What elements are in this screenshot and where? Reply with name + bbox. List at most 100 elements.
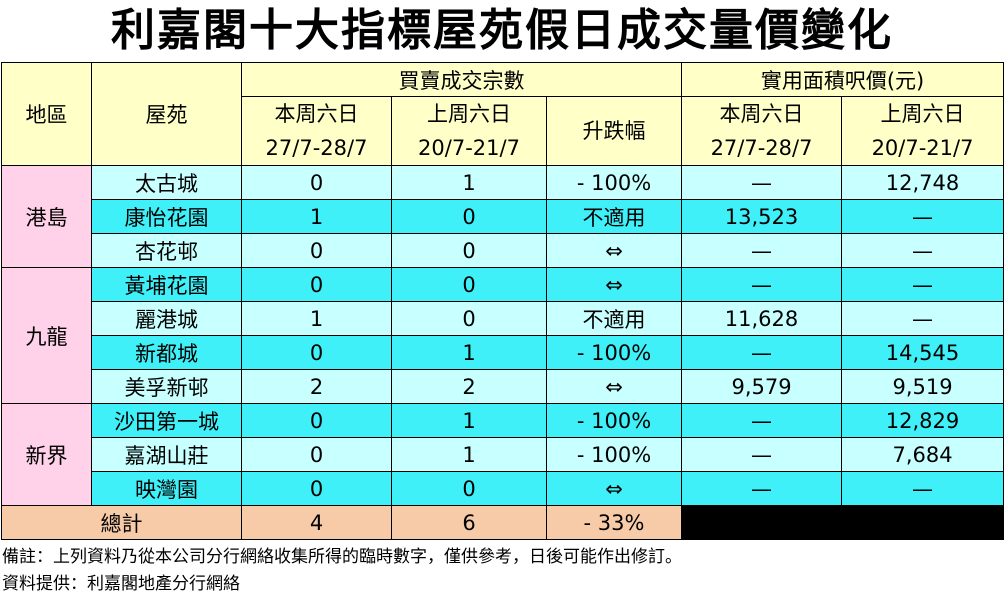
header-dates: 27/7-28/7	[710, 136, 813, 160]
data-row: 九龍 黃埔花園 0 0 ⇔ — —	[1, 267, 1004, 404]
value-cell: 不適用	[545, 301, 683, 336]
value-cell: 0	[391, 471, 547, 506]
header-cell: 升跌幅	[545, 96, 683, 166]
value-cell: 2	[391, 369, 547, 404]
value-cell: 9,579	[681, 369, 843, 404]
data-row: 美孚新邨 2 2 ⇔ 9,579 9,519	[2, 369, 1004, 404]
data-row: 映灣園 0 0 ⇔ — —	[2, 471, 1004, 506]
estate-cell: 黃埔花園	[91, 267, 242, 302]
value-cell: 0	[241, 233, 392, 268]
value-cell: 0	[241, 403, 392, 438]
region-cell: 新界	[1, 403, 92, 506]
header-cell: 本周六日 27/7-28/7	[681, 96, 843, 166]
table: 地區 屋苑 買賣成交宗數 實用面積呎價(元) 本周六日 27/7-28/7 上周六日 20/7…	[1, 62, 1004, 540]
value-cell: —	[681, 165, 843, 200]
note-line: 資料提供：利嘉閣地產分行網絡	[2, 574, 240, 594]
value-cell: 9,519	[841, 369, 1004, 404]
estate-cell: 美孚新邨	[91, 369, 242, 404]
estate-cell: 太古城	[91, 165, 242, 200]
value-cell: —	[841, 301, 1004, 336]
value-cell: 1	[241, 199, 392, 234]
value-cell: —	[681, 471, 843, 506]
value-cell: - 100%	[545, 437, 683, 472]
value-cell: 0	[391, 267, 547, 302]
data-row: 港島 太古城 0 1- 100% —12,748	[1, 165, 1004, 268]
total-value: - 33%	[545, 505, 683, 540]
value-cell: 1	[391, 165, 547, 200]
region-cell: 九龍	[1, 267, 92, 404]
value-cell: 11,628	[681, 301, 843, 336]
value-cell: —	[841, 199, 1004, 234]
header-row: 本周六日 27/7-28/7 上周六日 20/7-21/7 升跌幅 本周六日 27/7-28…	[2, 96, 1004, 166]
value-cell: 0	[391, 301, 547, 336]
header-label: 升跌幅	[582, 119, 646, 143]
header-label: 上周六日	[427, 102, 511, 126]
region-cell: 港島	[1, 165, 92, 268]
total-value: 6	[391, 505, 547, 540]
estate-cell: 映灣園	[91, 471, 242, 506]
value-cell: —	[841, 233, 1004, 268]
value-cell: - 100%	[545, 165, 683, 200]
value-cell: 1	[391, 403, 547, 438]
total-label: 總計	[1, 505, 242, 540]
header-label: 本周六日	[719, 102, 804, 126]
value-cell: 0	[241, 165, 392, 200]
header-label: 本周六日	[274, 102, 359, 126]
value-cell: 2	[241, 369, 392, 404]
value-cell: 12,829	[841, 403, 1004, 438]
notes: 備註：上列資料乃從本公司分行網絡收集所得的臨時數字，僅供參考，日後可能作出修訂。…	[0, 544, 1004, 598]
value-cell: 0	[241, 267, 392, 302]
header-cell: 屋苑	[91, 62, 242, 166]
value-cell: - 100%	[545, 335, 683, 370]
data-row: 新界 沙田第一城 0 1- 100% —12,829	[1, 403, 1004, 506]
header-dates: 27/7-28/7	[265, 136, 368, 160]
blank-cell	[681, 505, 1004, 540]
value-cell: —	[681, 403, 843, 438]
value-cell: 不適用	[545, 199, 683, 234]
header-cell: 上周六日 20/7-21/7	[391, 96, 547, 166]
total-value: 4	[241, 505, 392, 540]
data-row: 新都城 0 1- 100% —14,545	[2, 335, 1004, 370]
header-dates: 20/7-21/7	[418, 136, 520, 160]
value-cell: 0	[391, 233, 547, 268]
value-cell: 13,523	[681, 199, 843, 234]
value-cell: 0	[391, 199, 547, 234]
value-cell: —	[841, 471, 1004, 506]
data-row: 嘉湖山莊 0 1- 100% —7,684	[2, 437, 1004, 472]
value-cell: —	[841, 267, 1004, 302]
value-cell: —	[681, 267, 843, 302]
title: 利嘉閣十大指標屋苑假日成交量價變化	[111, 5, 893, 56]
value-cell: 7,684	[841, 437, 1004, 472]
value-cell: ⇔	[545, 267, 683, 302]
value-cell: ⇔	[545, 233, 683, 268]
estate-cell: 杏花邨	[91, 233, 242, 268]
estate-cell: 嘉湖山莊	[91, 437, 242, 472]
header-cell: 實用面積呎價(元)	[681, 62, 1004, 97]
value-cell: 0	[241, 471, 392, 506]
header-label: 上周六日	[880, 102, 965, 126]
value-cell: 1	[241, 301, 392, 336]
value-cell: ⇔	[545, 369, 683, 404]
value-cell: 12,748	[841, 165, 1004, 200]
header-cell: 上周六日 20/7-21/7	[841, 96, 1004, 166]
estate-cell: 康怡花園	[91, 199, 242, 234]
value-cell: 14,545	[841, 335, 1004, 370]
data-row: 康怡花園 1 0 不適用 13,523—	[2, 199, 1004, 234]
value-cell: - 100%	[545, 403, 683, 438]
value-cell: —	[681, 233, 843, 268]
estate-cell: 麗港城	[91, 301, 242, 336]
header-dates: 20/7-21/7	[871, 136, 974, 160]
value-cell: 0	[241, 437, 392, 472]
estate-cell: 沙田第一城	[91, 403, 242, 438]
total-row: 總計 4 6- 33%	[1, 505, 1004, 540]
value-cell: 1	[391, 335, 547, 370]
value-cell: 1	[391, 437, 547, 472]
note-line: 備註：上列資料乃從本公司分行網絡收集所得的臨時數字，僅供參考，日後可能作出修訂。	[2, 547, 682, 567]
data-row: 麗港城 1 0 不適用 11,628—	[2, 301, 1004, 336]
header-cell: 買賣成交宗數	[240, 62, 683, 97]
data-row: 杏花邨 0 0 ⇔ — —	[2, 233, 1004, 268]
value-cell: ⇔	[545, 471, 683, 506]
header-row: 地區 屋苑 買賣成交宗數 實用面積呎價(元)	[1, 62, 1004, 166]
value-cell: 0	[241, 335, 392, 370]
